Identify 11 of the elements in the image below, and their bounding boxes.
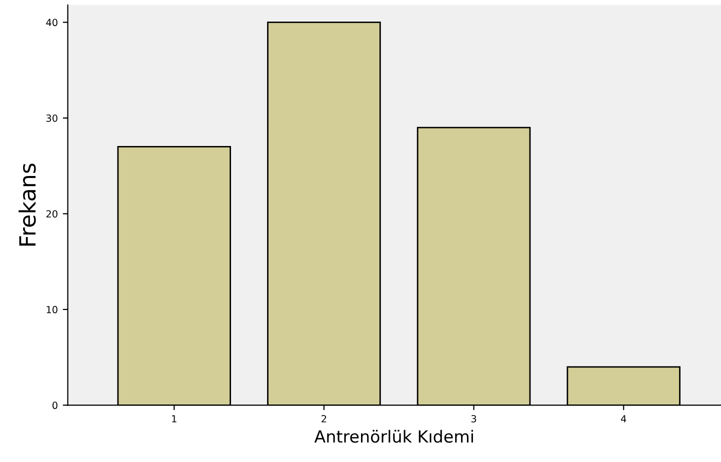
x-tick-label: 4 [621,415,626,422]
y-axis-title: Frekans [18,164,36,246]
x-tick-label: 2 [322,415,326,422]
y-tick-label: 10 [46,306,58,314]
y-tick-label: 30 [46,114,58,122]
x-tick-label: 3 [471,415,476,422]
y-tick-label: 20 [46,210,58,218]
x-axis-title: Antrenörlük Kıdemi [314,430,473,443]
y-tick-label: 40 [46,18,58,26]
x-tick-label: 1 [172,415,176,422]
y-tick-label: 0 [52,402,58,410]
